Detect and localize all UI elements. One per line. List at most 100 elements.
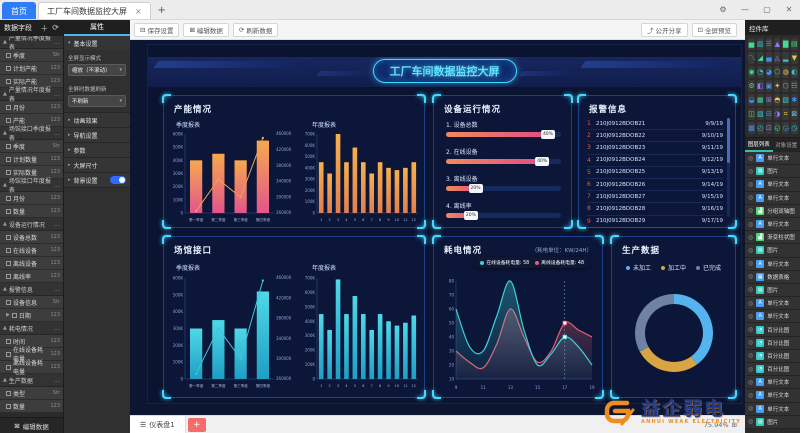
expand-icon[interactable]: ▸ — [68, 177, 71, 183]
panel-alarm[interactable]: 报警信息 1 210J0912BDOB21 9/9/19 2 210J0912BDOB2… — [577, 94, 737, 229]
widget-icon-10[interactable]: ▂ — [782, 52, 789, 64]
field-item[interactable]: 月份 123 — [0, 101, 63, 114]
prop-select[interactable]: 不刷新 ▾ — [68, 95, 126, 107]
visibility-eye-icon[interactable]: ◎ — [748, 391, 754, 399]
layer-item[interactable]: ◎ ▨ 图片 — [745, 244, 800, 258]
widget-icon-28[interactable]: ▧ — [782, 94, 789, 106]
group-more-icon[interactable]: … — [54, 285, 60, 293]
widget-icon-24[interactable]: ◒ — [748, 94, 755, 106]
field-checkbox[interactable] — [6, 403, 11, 409]
field-item[interactable]: 在线设备 123 — [0, 244, 63, 257]
field-item[interactable]: 计划产能 123 — [0, 62, 63, 75]
tab-layer-list[interactable]: 图层列表 — [745, 138, 773, 152]
tab-home[interactable]: 首页 — [2, 2, 36, 19]
prop-section-header[interactable]: ▸ 大屏尺寸 — [64, 158, 130, 172]
widget-icon-21[interactable]: ✦ — [774, 80, 781, 92]
visibility-eye-icon[interactable]: ◎ — [748, 194, 754, 202]
expand-icon[interactable]: ▸ — [68, 117, 71, 123]
visibility-eye-icon[interactable]: ◎ — [748, 207, 754, 215]
field-checkbox[interactable] — [6, 234, 11, 240]
field-item[interactable]: 设备总数 123 — [0, 231, 63, 244]
alarm-table-row[interactable]: 8 210J0912BDOB28 9/16/19 — [587, 203, 723, 216]
field-item[interactable]: 实际产能 123 — [0, 75, 63, 88]
widget-icon-26[interactable]: ⊞ — [765, 94, 773, 106]
field-checkbox[interactable] — [6, 169, 11, 175]
new-tab-button[interactable]: + — [157, 4, 166, 16]
visibility-eye-icon[interactable]: ◎ — [748, 273, 754, 281]
layer-item[interactable]: ◎ ▨ 图片 — [745, 283, 800, 298]
toolbar-button-1[interactable]: ⊠ 编辑数据 — [183, 22, 229, 37]
group-more-icon[interactable]: … — [54, 181, 60, 189]
field-checkbox[interactable] — [11, 312, 17, 318]
layer-item[interactable]: ◎ ◔ 百分比图 — [745, 349, 800, 363]
widget-icon-13[interactable]: ◔ — [757, 66, 764, 78]
collapse-arrow-icon[interactable]: ▲ — [3, 221, 7, 227]
toolbar-button-0[interactable]: ⊟ 保存设置 — [134, 22, 180, 37]
layer-item[interactable]: ◎ A 单行文本 — [745, 402, 800, 416]
visibility-eye-icon[interactable]: ◎ — [748, 339, 754, 347]
widget-icon-9[interactable]: ◬ — [774, 52, 781, 64]
widget-icon-30[interactable]: ◫ — [748, 108, 755, 120]
field-checkbox[interactable] — [6, 390, 11, 396]
field-checkbox[interactable] — [6, 260, 11, 266]
widget-icon-32[interactable]: ⊟ — [765, 108, 773, 120]
prop-section-header[interactable]: ▸ 参数 — [64, 143, 130, 157]
widget-icon-15[interactable]: ⬠ — [774, 66, 781, 78]
field-item[interactable]: 离线设备 123 — [0, 257, 63, 270]
sheet-tab[interactable]: ☰ 仪表盘1 — [130, 415, 186, 433]
layer-item[interactable]: ◎ ▨ 图片 — [745, 165, 800, 179]
field-checkbox[interactable] — [6, 104, 11, 110]
layer-item[interactable]: ◎ A 单行文本 — [745, 376, 800, 390]
layer-item[interactable]: ◎ ▟ 分组双轴图 — [745, 204, 800, 218]
field-item[interactable]: 类型 Str — [0, 387, 63, 400]
layer-item[interactable]: ◎ A 单行文本 — [745, 257, 800, 271]
panel-interface[interactable]: 场馆接口 季度报表 年度报表 0 100K 200K 300K 400K 500K 600K… — [162, 235, 426, 399]
layer-item[interactable]: ◎ ◔ 百分比图 — [745, 363, 800, 377]
layer-item[interactable]: ◎ ◔ 百分比图 — [745, 323, 800, 337]
widget-icon-31[interactable]: ▨ — [757, 108, 764, 120]
widget-icon-33[interactable]: ◑ — [774, 108, 781, 120]
field-group[interactable]: ▲ 产量情况年度报表… — [0, 87, 63, 103]
layer-item[interactable]: ◎ A 单行文本 — [745, 297, 800, 311]
widget-icon-39[interactable]: ◵ — [774, 122, 781, 134]
visibility-eye-icon[interactable]: ◎ — [748, 154, 754, 162]
visibility-eye-icon[interactable]: ◎ — [748, 286, 754, 294]
production-legend-item[interactable]: 未加工 — [625, 263, 651, 272]
background-toggle[interactable] — [110, 176, 126, 184]
alarm-table-row[interactable]: 2 210J0912BDOB22 9/10/19 — [587, 130, 723, 143]
maximize-button[interactable]: ▢ — [763, 4, 771, 14]
visibility-eye-icon[interactable]: ◎ — [748, 220, 754, 228]
widget-icon-7[interactable]: ◢ — [757, 52, 764, 64]
widget-icon-25[interactable]: ▦ — [757, 94, 764, 106]
prop-select[interactable]: 缩放（不滚动） ▾ — [68, 64, 126, 76]
widget-icon-34[interactable]: ⌗ — [782, 108, 789, 120]
refresh-fields-icon[interactable]: ⟳ — [52, 22, 59, 32]
widget-icon-38[interactable]: ⊡ — [765, 122, 773, 134]
visibility-eye-icon[interactable]: ◎ — [748, 246, 754, 254]
field-item[interactable]: 计划数量 123 — [0, 153, 63, 166]
visibility-eye-icon[interactable]: ◎ — [748, 326, 754, 334]
dashboard-canvas[interactable]: 工厂车间数据监控大屏 产能情况 季度报表 年度报表 0 100K 200K 300K 4… — [148, 45, 741, 403]
field-group[interactable]: ▲ 场馆接口年度报表… — [0, 178, 63, 194]
toolbar-right-button-0[interactable]: ⤴ 公开分享 — [641, 22, 688, 37]
visibility-eye-icon[interactable]: ◎ — [748, 365, 754, 373]
field-checkbox[interactable] — [6, 78, 11, 84]
group-more-icon[interactable]: … — [54, 220, 60, 228]
collapse-icon[interactable]: ▾ — [68, 40, 71, 46]
widget-icon-6[interactable]: 〽 — [748, 52, 755, 64]
zoom-control[interactable]: 75.94% ⊞ — [704, 421, 737, 429]
field-checkbox[interactable] — [6, 117, 11, 123]
add-field-icon[interactable]: ＋ — [40, 23, 49, 33]
layer-item[interactable]: ◎ A 单行文本 — [745, 389, 800, 403]
widget-icon-19[interactable]: ◧ — [757, 80, 764, 92]
visibility-eye-icon[interactable]: ◎ — [748, 352, 754, 360]
collapse-arrow-icon[interactable]: ▲ — [3, 286, 7, 292]
close-tab-icon[interactable]: × — [135, 6, 142, 16]
widget-icon-4[interactable]: ▇ — [782, 38, 789, 50]
collapse-arrow-icon[interactable]: ▲ — [3, 130, 7, 136]
widget-icon-2[interactable]: ☰ — [765, 38, 773, 50]
alarm-table-row[interactable]: 5 210J0912BDOB25 9/13/19 — [587, 167, 723, 179]
alarm-table-row[interactable]: 7 210J0912BDOB27 9/15/19 — [587, 191, 723, 204]
group-more-icon[interactable]: … — [54, 376, 60, 384]
field-item[interactable]: 数量 123 — [0, 205, 63, 218]
